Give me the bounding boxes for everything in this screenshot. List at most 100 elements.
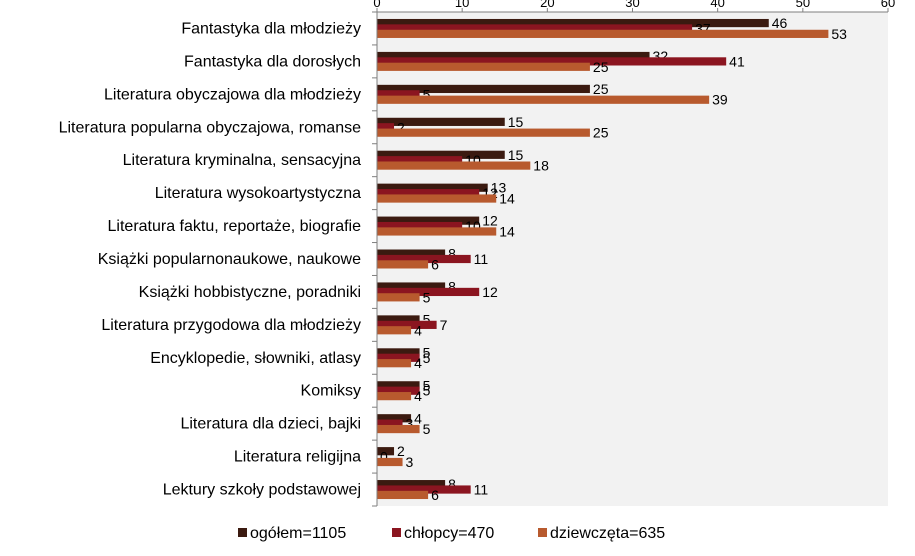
- data-label: 5: [423, 344, 431, 360]
- data-label: 15: [508, 147, 524, 163]
- legend-swatch: [392, 528, 401, 537]
- bar: [377, 150, 505, 159]
- bar: [377, 457, 403, 467]
- data-label: 13: [491, 180, 507, 196]
- data-label: 14: [499, 223, 515, 239]
- data-label: 3: [406, 416, 414, 432]
- bar: [377, 447, 395, 456]
- data-label: 39: [712, 92, 728, 108]
- legend-label: dziewczęta=635: [550, 525, 665, 542]
- bar: [377, 381, 420, 390]
- category-label: Literatura kryminalna, sensacyjna: [123, 152, 361, 169]
- data-label: 0: [380, 449, 388, 465]
- category-label: Literatura obyczajowa dla młodzieży: [104, 86, 361, 103]
- category-label: Komiksy: [301, 383, 361, 400]
- data-label: 25: [593, 125, 609, 141]
- bar: [377, 183, 488, 192]
- data-label: 11: [474, 251, 489, 267]
- category-label: Literatura przygodowa dla młodzieży: [101, 317, 361, 334]
- bar: [377, 117, 505, 126]
- x-axis: 0 10 20 30 40 50 60: [373, 0, 895, 13]
- data-label: 5: [423, 383, 431, 399]
- bar: [377, 189, 480, 198]
- category-label: Książki popularnonaukowe, naukowe: [98, 251, 361, 268]
- x-tick-label: 20: [540, 0, 554, 10]
- data-label: 6: [431, 256, 439, 272]
- x-tick-label: 40: [710, 0, 724, 10]
- bar: [377, 18, 769, 28]
- category-label: Literatura wysokoartystyczna: [155, 185, 361, 202]
- bar: [377, 315, 420, 324]
- data-label: 4: [414, 355, 422, 371]
- bar: [377, 392, 412, 401]
- data-label: 53: [831, 26, 847, 42]
- x-tick-label: 60: [881, 0, 895, 10]
- data-label: 5: [423, 311, 431, 327]
- category-label: Literatura popularna obyczajowa, romanse: [59, 119, 362, 136]
- data-label: 2: [397, 119, 405, 135]
- bar: [377, 128, 590, 137]
- category-label: Literatura religijna: [234, 449, 361, 466]
- data-label: 18: [533, 158, 549, 174]
- bar: [377, 249, 446, 258]
- data-label: 5: [423, 377, 431, 393]
- data-label: 5: [423, 421, 431, 437]
- data-label: 12: [482, 284, 498, 300]
- legend-swatch: [238, 528, 247, 537]
- legend-label: ogółem=1105: [250, 525, 346, 542]
- category-label: Literatura faktu, reportaże, biografie: [108, 218, 362, 235]
- bar: [377, 57, 727, 66]
- bar: [377, 359, 412, 368]
- data-label: 8: [448, 246, 456, 262]
- data-label: 11: [474, 482, 489, 498]
- data-label: 8: [448, 279, 456, 295]
- x-tick-label: 50: [796, 0, 810, 10]
- bar: [377, 287, 480, 297]
- data-label: 6: [431, 487, 439, 503]
- data-label: 14: [499, 191, 515, 207]
- data-label: 4: [414, 322, 422, 338]
- bar: [377, 490, 429, 500]
- category-labels: Fantastyka dla młodzieży Fantastyka dla d…: [59, 11, 377, 507]
- legend-label: chłopcy=470: [404, 525, 494, 542]
- data-label: 46: [772, 15, 788, 31]
- category-label: Lektury szkoły podstawowej: [163, 482, 361, 499]
- bar: [377, 326, 412, 335]
- bar: [377, 260, 429, 269]
- x-tick-label: 10: [455, 0, 469, 10]
- data-label: 5: [423, 350, 431, 366]
- data-label: 5: [423, 289, 431, 305]
- bar: [377, 480, 446, 489]
- data-label: 15: [508, 114, 524, 130]
- data-label: 8: [448, 476, 456, 492]
- bar: [377, 84, 590, 94]
- data-label: 4: [414, 388, 422, 404]
- category-label: Fantastyka dla dorosłych: [184, 53, 361, 70]
- bar: [377, 419, 403, 428]
- bar: [377, 386, 420, 395]
- x-tick-label: 30: [625, 0, 639, 10]
- bar: [377, 293, 420, 302]
- bar: [377, 216, 480, 225]
- bar: [377, 353, 420, 362]
- bar: [377, 24, 693, 33]
- bar: [377, 485, 471, 494]
- bar: [377, 95, 710, 104]
- bar: [377, 221, 463, 231]
- category-label: Książki hobbistyczne, poradniki: [139, 284, 361, 301]
- bar: [377, 320, 437, 329]
- data-label: 25: [593, 59, 609, 75]
- bar: [377, 194, 497, 203]
- bar: [377, 254, 471, 264]
- data-label: 25: [593, 81, 609, 97]
- legend-swatch: [538, 528, 547, 537]
- category-label: Encyklopedie, słowniki, atlasy: [150, 350, 361, 367]
- bar: [377, 424, 420, 434]
- data-label: 41: [729, 53, 745, 69]
- category-label: Literatura dla dzieci, bajki: [180, 416, 361, 433]
- bar: [377, 161, 531, 170]
- bar: [377, 51, 650, 61]
- bar: [377, 348, 420, 357]
- bar: [377, 227, 497, 236]
